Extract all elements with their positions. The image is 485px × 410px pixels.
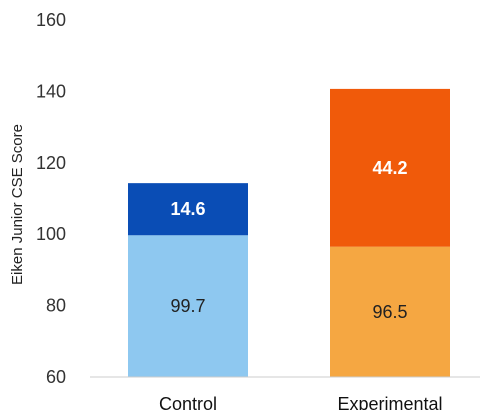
x-category-label: Control [159,394,217,410]
data-label-control-0: 99.7 [170,296,205,316]
y-tick-label: 120 [36,153,66,173]
y-tick-label: 100 [36,224,66,244]
y-tick-label: 140 [36,81,66,101]
y-axis-ticks: 60 80 100 120 140 160 [36,10,66,387]
bars: 99.7 14.6 96.5 44.2 [128,88,450,377]
bar-segment-experimental-0 [330,246,450,377]
bar-segment-control-1 [128,183,248,236]
x-category-label: Experimental [337,394,442,410]
y-tick-label: 60 [46,367,66,387]
x-axis-categories: Control Experimental [159,394,443,410]
y-axis-title: Eiken Junior CSE Score [9,124,26,285]
data-label-experimental-1: 44.2 [372,158,407,178]
y-axis-title-group: Eiken Junior CSE Score [9,124,26,285]
y-tick-label: 160 [36,10,66,30]
data-label-control-1: 14.6 [170,199,205,219]
y-tick-label: 80 [46,296,66,316]
data-label-experimental-0: 96.5 [372,302,407,322]
bar-segment-experimental-1 [330,88,450,247]
bar-segment-control-0 [128,235,248,377]
